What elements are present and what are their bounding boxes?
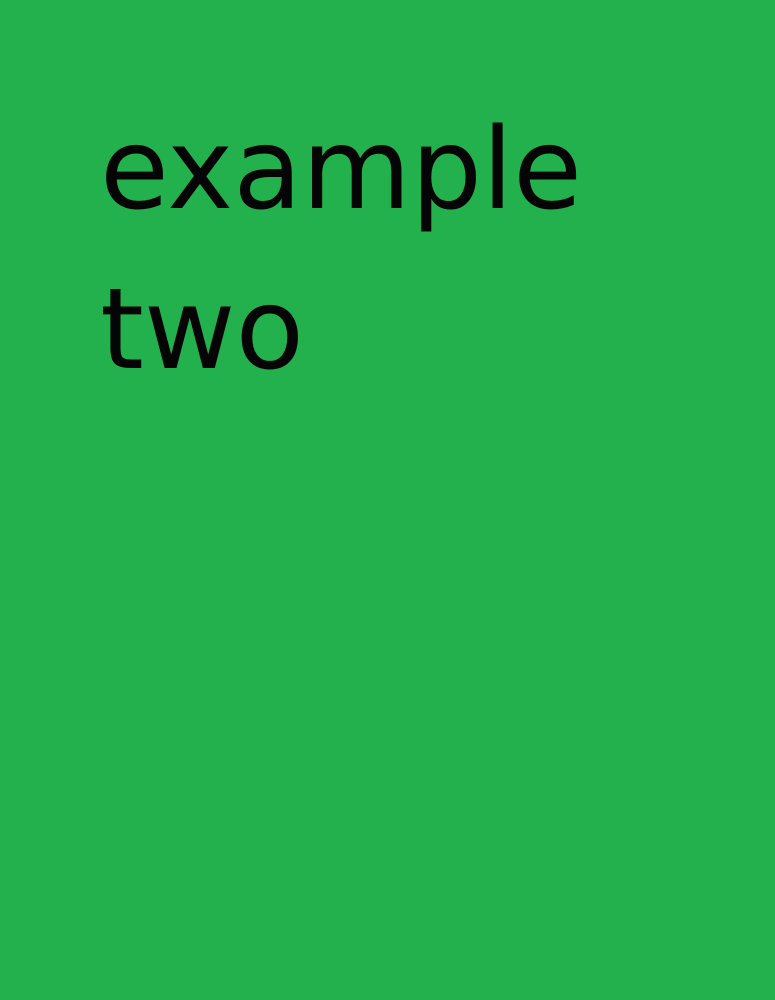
title-line-2: two (100, 265, 305, 395)
title-text: example two (100, 90, 720, 410)
title-line-1: example (100, 105, 583, 235)
